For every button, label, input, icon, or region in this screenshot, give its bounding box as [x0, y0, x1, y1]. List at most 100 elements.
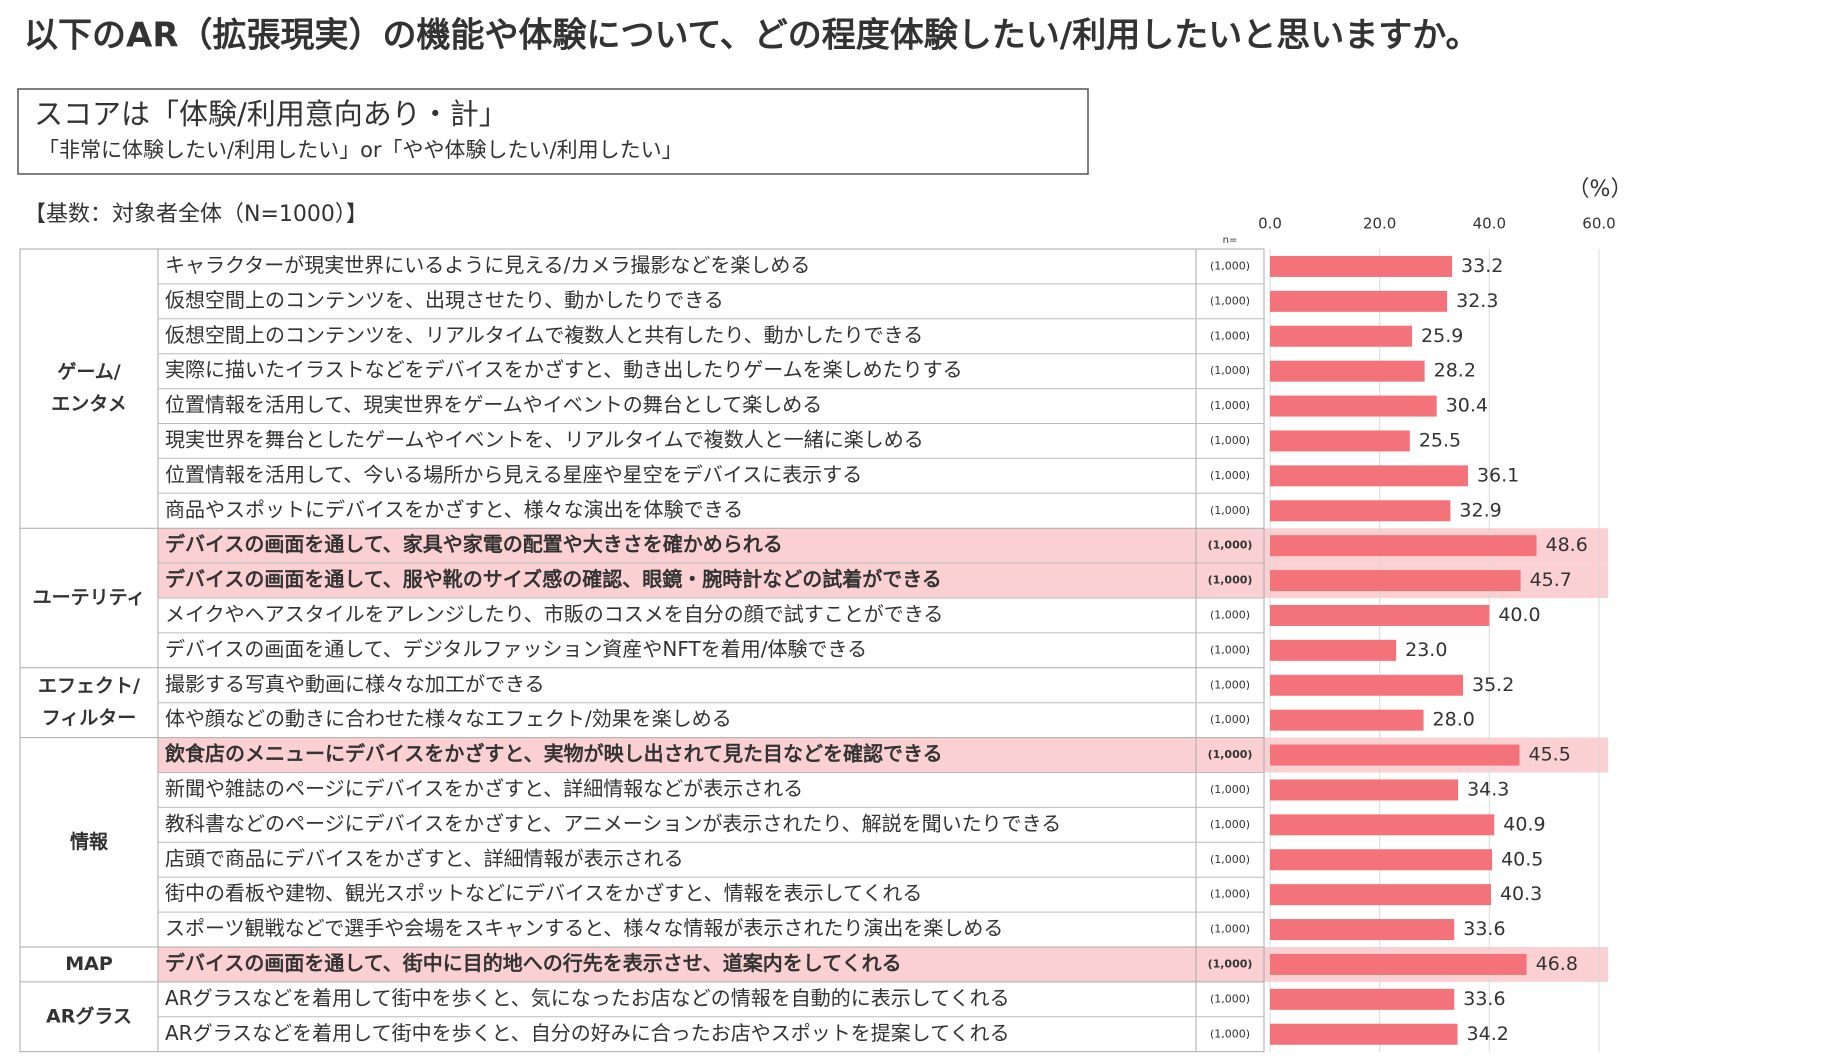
bar	[1270, 779, 1459, 801]
n-label: (1,000)	[1210, 329, 1250, 342]
value-label: 32.9	[1459, 499, 1501, 521]
bar	[1270, 430, 1410, 452]
category-label: 実際に描いたイラストなどをデバイスをかざすと、動き出したりゲームを楽しめたりする	[165, 358, 963, 382]
value-label: 40.5	[1501, 848, 1543, 870]
value-label: 35.2	[1472, 674, 1514, 696]
n-label: (1,000)	[1210, 853, 1250, 866]
n-label: (1,000)	[1208, 539, 1253, 552]
bar	[1270, 849, 1493, 871]
category-label: 教科書などのページにデバイスをかざすと、アニメーションが表示されたり、解説を聞い…	[165, 811, 1061, 835]
value-label: 34.3	[1467, 778, 1509, 800]
category-label: キャラクターが現実世界にいるように見える/カメラ撮影などを楽しめる	[165, 253, 810, 277]
score-box	[17, 88, 1089, 175]
base-note: 【基数：対象者全体（N=1000）】	[24, 202, 368, 227]
bar	[1270, 290, 1448, 312]
value-label: 40.0	[1498, 604, 1540, 626]
n-label: (1,000)	[1210, 1027, 1250, 1040]
group-label: ユーテリティ	[33, 587, 146, 609]
bar	[1270, 1023, 1458, 1045]
n-label: (1,000)	[1210, 992, 1250, 1005]
category-label: デバイスの画面を通して、家具や家電の配置や大きさを確かめられる	[165, 532, 783, 556]
bar	[1270, 395, 1437, 417]
x-tick-label: 40.0	[1473, 215, 1506, 233]
value-label: 30.4	[1446, 395, 1488, 417]
n-label: (1,000)	[1210, 888, 1250, 901]
category-label: 仮想空間上のコンテンツを、リアルタイムで複数人と共有したり、動かしたりできる	[165, 323, 923, 347]
chart-title: 以下のAR（拡張現実）の機能や体験について、どの程度体験したい/利用したいと思い…	[24, 16, 1480, 56]
category-label: デバイスの画面を通して、デジタルファッション資産やNFTを着用/体験できる	[165, 637, 867, 661]
x-tick-label: 0.0	[1258, 215, 1282, 233]
n-label: (1,000)	[1208, 957, 1253, 970]
group-label: フィルター	[42, 707, 137, 729]
value-label: 28.2	[1434, 360, 1476, 382]
bar	[1270, 953, 1527, 975]
value-label: 46.8	[1536, 953, 1578, 975]
subtitle: スコアは「体験/利用意向あり・計」	[34, 97, 508, 131]
value-label: 36.1	[1477, 464, 1519, 486]
category-label: 撮影する写真や動画に様々な加工ができる	[165, 672, 545, 696]
category-label: メイクやヘアスタイルをアレンジしたり、市販のコスメを自分の顔で試すことができる	[165, 602, 943, 626]
bar	[1270, 360, 1425, 382]
bar	[1270, 255, 1453, 277]
subtitle-note: 「非常に体験したい/利用したい」or「やや体験したい/利用したい」	[38, 138, 683, 162]
unit: （%）	[1568, 177, 1633, 202]
n-label: (1,000)	[1210, 783, 1250, 796]
category-label: 飲食店のメニューにデバイスをかざすと、実物が映し出されて見た目などを確認できる	[164, 742, 943, 766]
n-label: (1,000)	[1210, 364, 1250, 377]
group-label: MAP	[65, 953, 113, 975]
n-label: (1,000)	[1208, 748, 1253, 761]
n-label: (1,000)	[1210, 713, 1250, 726]
value-label: 33.6	[1463, 988, 1505, 1010]
n-label: (1,000)	[1210, 294, 1250, 307]
bar	[1270, 884, 1491, 906]
category-label: ARグラスなどを着用して街中を歩くと、気になったお店などの情報を自動的に表示して…	[165, 986, 1010, 1010]
category-label: 位置情報を活用して、現実世界をゲームやイベントの舞台として楽しめる	[165, 393, 822, 417]
value-label: 34.2	[1467, 1023, 1509, 1045]
category-label: 体や顔などの動きに合わせた様々なエフェクト/効果を楽しめる	[165, 707, 732, 731]
group-label: ARグラス	[46, 1004, 132, 1027]
x-tick-label: 20.0	[1363, 215, 1396, 233]
bar	[1270, 674, 1464, 696]
n-label: (1,000)	[1210, 399, 1250, 412]
bar	[1270, 709, 1424, 731]
n-label: (1,000)	[1210, 434, 1250, 447]
bar	[1270, 604, 1490, 626]
n-label: (1,000)	[1210, 469, 1250, 482]
category-label: 位置情報を活用して、今いる場所から見える星座や星空をデバイスに表示する	[165, 462, 862, 486]
bar	[1270, 465, 1468, 487]
value-label: 25.5	[1419, 429, 1461, 451]
n-label: (1,000)	[1210, 608, 1250, 621]
category-label: ARグラスなどを着用して街中を歩くと、自分の好みに合ったお店やスポットを提案して…	[165, 1021, 1010, 1045]
value-label: 40.3	[1500, 883, 1542, 905]
bar	[1270, 500, 1451, 522]
category-label: スポーツ観戦などで選手や会場をスキャンすると、様々な情報が表示されたり演出を楽し…	[165, 916, 1003, 940]
n-label: (1,000)	[1210, 259, 1250, 272]
category-label: 街中の看板や建物、観光スポットなどにデバイスをかざすと、情報を表示してくれる	[165, 881, 922, 905]
n-label: (1,000)	[1210, 923, 1250, 936]
bar	[1270, 919, 1455, 941]
value-label: 33.2	[1461, 255, 1503, 277]
bar	[1270, 535, 1537, 557]
group-label: エフェクト/	[38, 675, 140, 697]
category-label: 新聞や雑誌のページにデバイスをかざすと、詳細情報などが表示される	[165, 776, 803, 800]
n-header: n=	[1223, 235, 1238, 246]
bar	[1270, 988, 1455, 1010]
category-label: 仮想空間上のコンテンツを、出現させたり、動かしたりできる	[165, 288, 724, 312]
category-label: 商品やスポットにデバイスをかざすと、様々な演出を体験できる	[165, 497, 743, 521]
n-label: (1,000)	[1208, 574, 1253, 587]
bar	[1270, 325, 1413, 347]
value-label: 48.6	[1545, 534, 1587, 556]
bar	[1270, 639, 1397, 661]
value-label: 33.6	[1463, 918, 1505, 940]
n-label: (1,000)	[1210, 643, 1250, 656]
group-label: ゲーム/	[57, 361, 120, 383]
category-label: デバイスの画面を通して、街中に目的地への行先を表示させ、道案内をしてくれる	[165, 951, 902, 975]
n-label: (1,000)	[1210, 818, 1250, 831]
x-tick-label: 60.0	[1582, 215, 1615, 233]
n-label: (1,000)	[1210, 504, 1250, 517]
value-label: 28.0	[1433, 709, 1475, 731]
group-label: 情報	[70, 830, 109, 853]
category-label: デバイスの画面を通して、服や靴のサイズ感の確認、眼鏡・腕時計などの試着ができる	[165, 567, 942, 591]
value-label: 32.3	[1456, 290, 1498, 312]
